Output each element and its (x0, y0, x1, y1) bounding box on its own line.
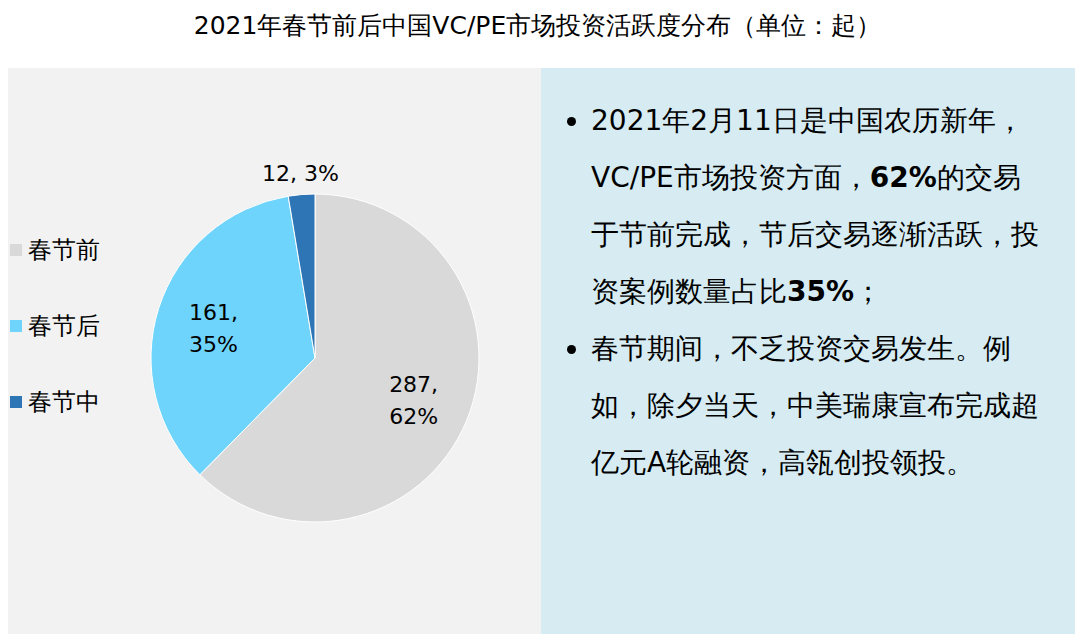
html-text:2021年春节前后中国VC/PE市场投资活跃度分布（单位：起: 2021年春节前后中国VC/PE市场投资活跃度分布（单位：起） (193, 11, 882, 40)
svg-text:12, 3%: 12, 3% (262, 161, 339, 186)
svg-text:287,62%: 287,62% (389, 372, 438, 429)
html-text:春节后: 春节后 (28, 312, 100, 340)
svg-text:161,35%: 161,35% (189, 300, 238, 357)
html-text:春节前: 春节前 (28, 236, 100, 264)
html-text:2021年2月11日是中国农历新年，VC/PE市场投资方面，: 2021年2月11日是中国农历新年，VC/PE市场投资方面，62%的交易于节前完… (591, 104, 1039, 308)
html-text:春节期间，不乏投资交易发生。例如，除夕当天，中美瑞康宣布完成: 春节期间，不乏投资交易发生。例如，除夕当天，中美瑞康宣布完成超亿元A轮融资，高瓴… (591, 332, 1039, 479)
html-text:春节中: 春节中 (28, 388, 100, 416)
